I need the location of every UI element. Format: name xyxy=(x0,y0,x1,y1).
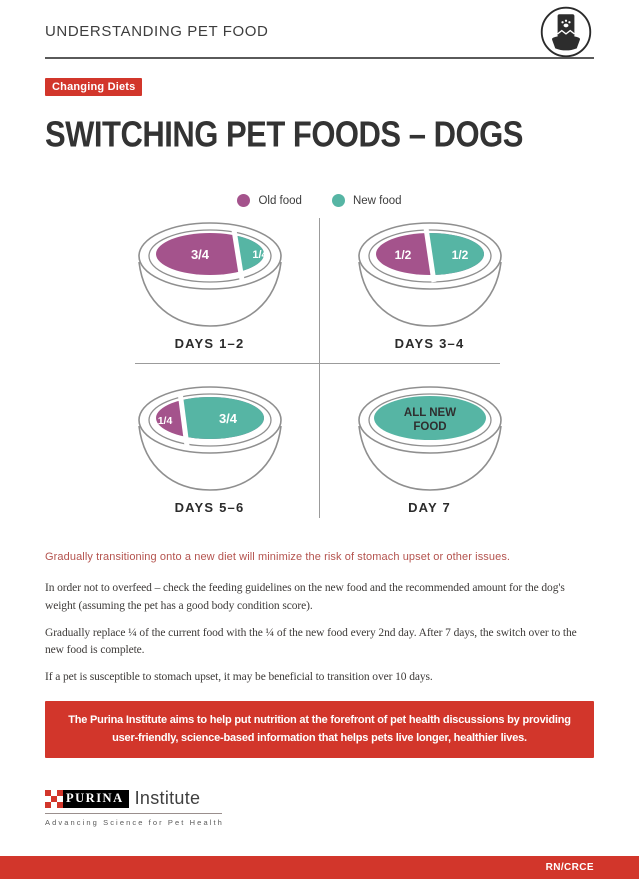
grid-vertical-divider xyxy=(319,218,320,518)
all-new-food-label-line1: ALL NEW xyxy=(403,407,455,419)
bowl-icon-day-7: ALL NEW FOOD xyxy=(357,386,502,491)
purina-wordmark: PURINA xyxy=(45,789,129,808)
paragraph-replace-quarter: Gradually replace ¼ of the current food … xyxy=(45,626,577,657)
logo-tagline: Advancing Science for Pet Health xyxy=(45,818,224,828)
grid-horizontal-divider xyxy=(134,363,500,364)
new-food-dot-icon xyxy=(331,194,345,207)
new-fraction-label: 1/2 xyxy=(451,248,468,262)
bowl-icon-days-1-2: 3/4 1/4 xyxy=(137,222,282,327)
new-food-portion xyxy=(373,396,486,440)
bowl-caption: DAYS 3–4 xyxy=(394,336,465,351)
new-fraction-label: 3/4 xyxy=(218,411,237,426)
page-header: UNDERSTANDING PET FOOD xyxy=(45,0,594,57)
bowl-caption: DAYS 1–2 xyxy=(174,336,245,351)
all-new-food-label-line2: FOOD xyxy=(413,421,446,433)
old-fraction-label: 1/4 xyxy=(157,415,172,427)
page-title: SWITCHING PET FOODS – DOGS xyxy=(45,114,523,155)
legend: Old food New food xyxy=(45,194,594,207)
institute-text: Institute xyxy=(134,788,201,809)
paragraph-overfeed: In order not to overfeed – check the fee… xyxy=(45,582,565,612)
new-fraction-label: 1/4 xyxy=(252,249,268,261)
body-copy: In order not to overfeed – check the fee… xyxy=(45,580,594,687)
header-title: UNDERSTANDING PET FOOD xyxy=(45,23,269,40)
pet-food-bag-bowl-icon xyxy=(540,6,592,57)
purina-institute-callout: The Purina Institute aims to help put nu… xyxy=(45,701,594,759)
header-divider xyxy=(45,57,594,59)
bowl-day-7: ALL NEW FOOD DAY 7 xyxy=(320,368,540,520)
purina-institute-logo: PURINA Institute Advancing Science for P… xyxy=(45,788,225,827)
legend-item-old-food: Old food xyxy=(237,194,302,207)
bowl-icon-days-3-4: 1/2 1/2 xyxy=(357,222,502,327)
bowls-grid: 3/4 1/4 DAYS 1–2 1/2 1/2 DAY xyxy=(100,216,540,520)
bowl-caption: DAYS 5–6 xyxy=(174,500,245,515)
section-badge: Changing Diets xyxy=(45,78,143,96)
bowl-days-3-4: 1/2 1/2 DAYS 3–4 xyxy=(320,216,540,368)
footer-code: RN/CRCE xyxy=(545,862,594,873)
purina-checkerboard-icon xyxy=(45,789,63,808)
callout-text: The Purina Institute aims to help put nu… xyxy=(68,714,571,744)
legend-label: Old food xyxy=(258,194,302,207)
lead-sentence: Gradually transitioning onto a new diet … xyxy=(45,551,511,563)
purina-brand-text: PURINA xyxy=(66,791,124,806)
bowl-days-1-2: 3/4 1/4 DAYS 1–2 xyxy=(100,216,320,368)
logo-divider xyxy=(45,813,222,815)
bowl-days-5-6: 1/4 3/4 DAYS 5–6 xyxy=(100,368,320,520)
bowl-icon-days-5-6: 1/4 3/4 xyxy=(137,386,282,491)
old-fraction-label: 3/4 xyxy=(190,247,209,262)
paw-icon xyxy=(561,19,571,27)
bowl-caption: DAY 7 xyxy=(408,500,451,515)
footer-bar: RN/CRCE xyxy=(0,856,639,879)
legend-item-new-food: New food xyxy=(331,194,402,207)
old-food-dot-icon xyxy=(237,194,251,207)
old-fraction-label: 1/2 xyxy=(394,248,411,262)
paragraph-stomach-upset: If a pet is susceptible to stomach upset… xyxy=(45,671,433,684)
legend-label: New food xyxy=(352,194,402,207)
